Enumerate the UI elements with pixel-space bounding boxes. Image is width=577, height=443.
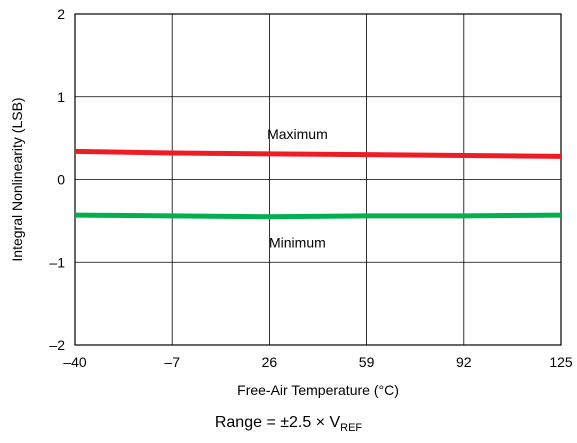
- y-tick-label: 0: [57, 172, 65, 188]
- x-tick-label: –7: [164, 354, 180, 370]
- y-tick-label: 2: [57, 6, 65, 22]
- x-tick-label: 125: [549, 354, 573, 370]
- y-axis-title: Integral Nonlinearity (LSB): [9, 97, 25, 261]
- series-label-maximum: Maximum: [267, 126, 328, 142]
- series-line-minimum: [74, 212, 562, 220]
- series-label-minimum: Minimum: [269, 235, 326, 251]
- x-tick-label: –40: [63, 354, 87, 370]
- series-lines: Maximum Minimum: [74, 126, 562, 251]
- y-tick-labels: –2 –1 0 1 2: [49, 6, 65, 353]
- plot-frame: [74, 13, 562, 346]
- caption-subscript: REF: [340, 422, 363, 435]
- series-line-maximum: [74, 148, 562, 159]
- grid-lines: [74, 13, 562, 346]
- y-tick-label: –2: [49, 337, 65, 353]
- x-axis-title: Free-Air Temperature (°C): [237, 382, 399, 398]
- x-tick-label: 26: [262, 354, 278, 370]
- y-tick-label: 1: [57, 89, 65, 105]
- x-tick-labels: –40 –7 26 59 92 125: [63, 354, 573, 370]
- caption-text: Range = ±2.5 × V: [214, 414, 341, 431]
- x-tick-label: 59: [359, 354, 375, 370]
- chart-caption: Range = ±2.5 × VREF: [0, 414, 577, 434]
- y-tick-label: –1: [49, 254, 65, 270]
- x-tick-label: 92: [456, 354, 472, 370]
